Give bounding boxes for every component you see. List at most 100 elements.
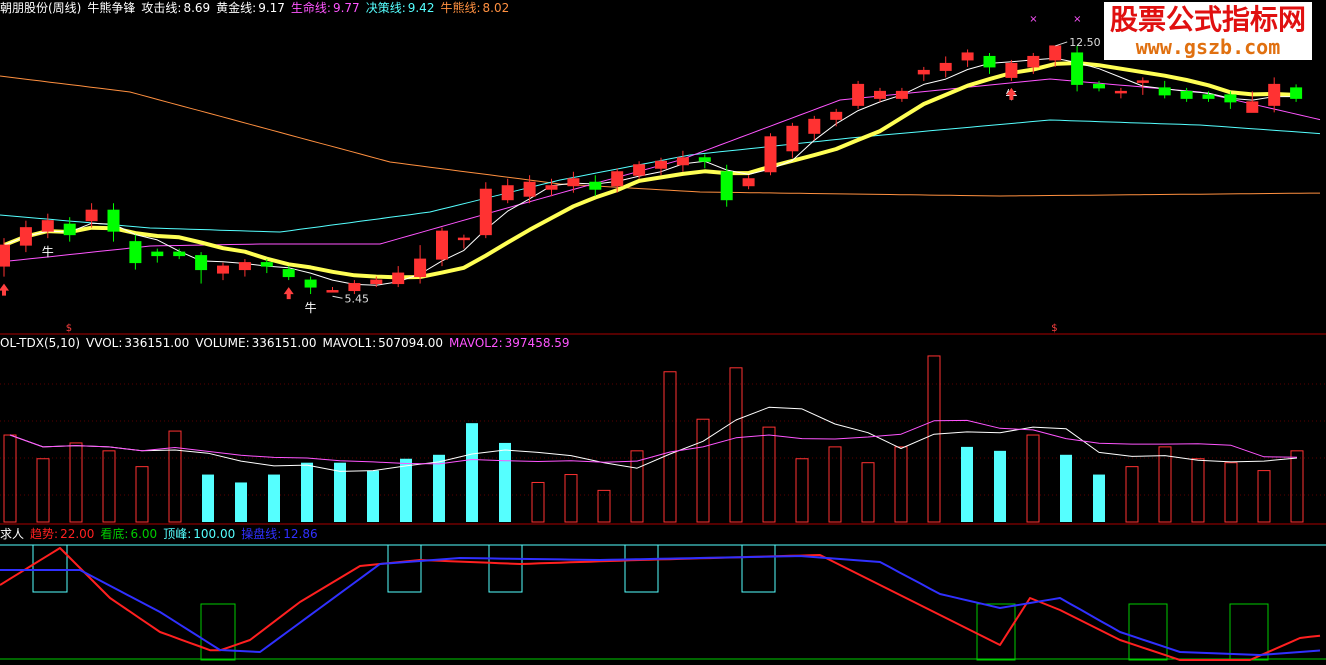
ops-label: 操盘线:	[241, 527, 282, 541]
ops-line	[0, 555, 1321, 656]
candle-up	[545, 185, 558, 190]
candle-up	[852, 83, 865, 106]
volume-bar-up	[894, 446, 908, 523]
volume-bar-up	[1224, 462, 1238, 523]
top-peak-box	[32, 544, 68, 593]
volume-bar-up	[630, 450, 644, 523]
volume-bar-down	[334, 462, 346, 522]
candle-up	[457, 237, 470, 241]
bull-bear-line	[0, 75, 1320, 197]
candle-down	[589, 181, 602, 190]
volume-bar-up	[729, 367, 743, 523]
mavol1-value: 507094.00	[378, 336, 444, 350]
candle-down	[698, 157, 711, 162]
candle-up	[41, 220, 54, 232]
indicator-panel-name: 求人	[0, 527, 25, 541]
candle-up	[655, 160, 667, 169]
volume-bar-up	[135, 466, 149, 523]
volume-bar-up	[1257, 470, 1271, 523]
candle-down	[260, 262, 273, 267]
mavol1-line	[9, 406, 1298, 472]
bottom-zone-box	[976, 603, 1016, 661]
candle-up	[436, 230, 448, 260]
volume-bar-up	[1125, 466, 1139, 523]
candle-down	[195, 255, 208, 271]
candle-up	[0, 244, 10, 267]
legend-life-label: 生命线:	[290, 1, 331, 15]
candle-up	[567, 178, 580, 187]
candle-up	[830, 111, 843, 120]
volume-bar-up	[36, 458, 50, 523]
high-price-label: 12.50	[1069, 36, 1101, 49]
volume-bar-up	[663, 371, 677, 523]
candle-down	[151, 251, 164, 257]
volume-bar-down	[301, 462, 313, 522]
candle-up	[392, 272, 405, 285]
candle-down	[1158, 87, 1171, 96]
candle-up	[742, 178, 755, 187]
candle-up	[1027, 55, 1040, 68]
candle-up	[895, 90, 908, 99]
low-price-label: 5.45	[345, 292, 370, 305]
candle-up	[19, 227, 32, 246]
volume-bar-down	[1093, 474, 1105, 522]
candle-down	[1180, 90, 1193, 99]
trend-line	[0, 547, 1321, 661]
candle-up	[917, 69, 930, 75]
bottom-zone-box	[200, 603, 236, 661]
candle-up	[764, 136, 777, 173]
stock-title: 朝朋股份(周线)	[0, 1, 82, 15]
candle-up	[1268, 83, 1281, 106]
candle-up	[501, 185, 514, 201]
candle-down	[173, 251, 186, 257]
bottom-zone-box	[1229, 603, 1269, 661]
candle-up	[611, 171, 624, 187]
volume-bar-down	[202, 474, 214, 522]
mavol2-value: 397458.59	[504, 336, 570, 350]
candle-up	[808, 118, 821, 134]
candle-down	[1093, 83, 1105, 89]
top-peak-box	[488, 544, 523, 593]
legend-decision-value: 9.42	[407, 1, 435, 15]
vvol-label: VVOL:	[86, 336, 123, 350]
volume-bar-up	[861, 462, 875, 523]
candle-up	[874, 90, 886, 99]
volume-value: 336151.00	[251, 336, 317, 350]
top-peak-box	[741, 544, 776, 593]
candle-up	[1246, 101, 1259, 113]
candle-up	[85, 209, 98, 222]
bottom-label: 看底:	[100, 527, 129, 541]
candle-up	[523, 181, 536, 197]
volume-bar-up	[828, 446, 842, 523]
candle-up	[961, 52, 974, 61]
mavol2-label: MAVOL2:	[449, 336, 503, 350]
ops-value: 12.86	[283, 527, 318, 541]
candle-up	[370, 279, 383, 285]
volume-bar-down	[268, 474, 280, 522]
candle-down	[983, 55, 996, 68]
candle-down	[304, 279, 317, 288]
volume-bar-up	[696, 418, 710, 523]
buy-arrow-icon	[283, 287, 294, 300]
volume-bar-down	[1060, 454, 1072, 522]
legend-life-value: 9.77	[332, 1, 360, 15]
trend-label: 趋势:	[30, 527, 59, 541]
volume-bar-up	[102, 450, 116, 523]
volume-bar-down	[961, 446, 973, 522]
legend-decision-label: 决策线:	[365, 1, 406, 15]
volume-bar-down	[433, 454, 445, 522]
low-price-pointer	[332, 295, 343, 299]
volume-bar-up	[69, 442, 83, 523]
candle-up	[633, 164, 646, 176]
attack-line	[3, 57, 1297, 286]
legend-gold-label: 黄金线:	[216, 1, 257, 15]
legend-attack-value: 8.69	[183, 1, 211, 15]
volume-bar-down	[499, 442, 511, 522]
candle-down	[107, 209, 120, 232]
candle-down	[720, 171, 733, 201]
candle-up	[1136, 80, 1149, 83]
volume-bar-down	[367, 470, 379, 522]
volume-bar-up	[168, 430, 182, 523]
volume-bar-up	[795, 458, 809, 523]
